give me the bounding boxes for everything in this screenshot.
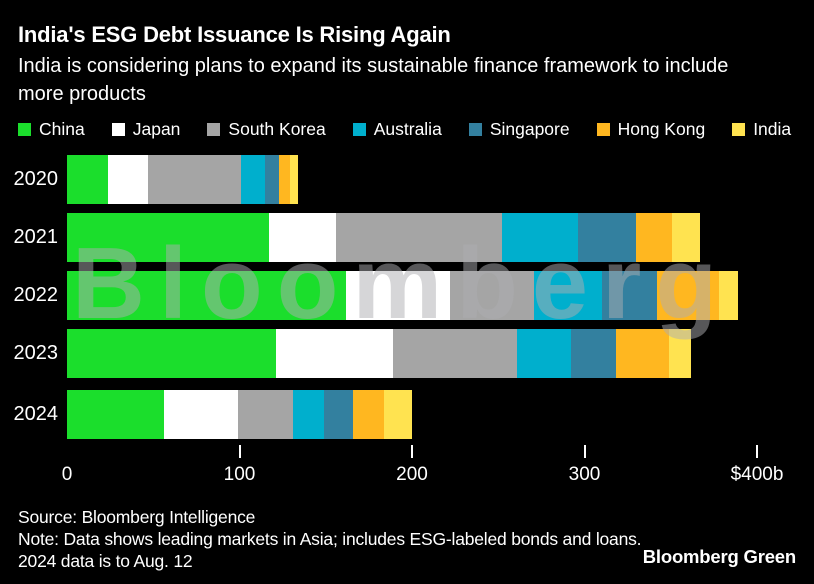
bloomberg-green-logo: Bloomberg Green: [642, 546, 796, 567]
bar-row: [67, 329, 692, 378]
legend-label: Hong Kong: [617, 119, 706, 139]
bar-segment-china: [67, 329, 276, 378]
bar-row: [67, 155, 299, 204]
legend-item: Australia: [352, 119, 442, 140]
x-axis-tick: [583, 445, 586, 458]
bar-segment-china: [67, 390, 164, 439]
bar-segment-india: [672, 213, 701, 262]
year-label: 2024: [13, 403, 59, 425]
bar-segment-south-korea: [449, 271, 535, 320]
x-axis-tick-label: $400b: [730, 464, 784, 485]
bar-segment-australia: [501, 213, 578, 262]
legend-swatch-icon: [596, 123, 610, 136]
stacked-bar-chart: 2020 2021 2022 2023 2024 0 100 200 300 $400b: [13, 155, 784, 485]
bar-segment-hong-kong: [353, 390, 385, 439]
legend-item: Japan: [111, 119, 181, 140]
legend-swatch-icon: [111, 123, 125, 136]
bar-segment-india: [669, 329, 692, 378]
bar-segment-singapore: [265, 155, 280, 204]
legend-label: South Korea: [228, 119, 326, 139]
bar-segment-australia: [534, 271, 602, 320]
x-axis-tick: [756, 445, 758, 458]
legend-label: China: [39, 119, 85, 139]
legend-item: India: [732, 119, 791, 140]
source-text: Source: Bloomberg Intelligence: [18, 507, 256, 527]
bar-row: [67, 390, 413, 439]
bar-segment-india: [384, 390, 413, 439]
bar-segment-hong-kong: [656, 271, 719, 320]
bar-segment-singapore: [570, 329, 616, 378]
bar-segment-china: [67, 271, 347, 320]
bar-segment-china: [67, 213, 269, 262]
x-axis-tick-label: 300: [568, 464, 601, 485]
legend-item: Hong Kong: [596, 119, 706, 140]
note-text: Note: Data shows leading markets in Asia…: [18, 529, 642, 549]
legend-swatch-icon: [468, 123, 482, 136]
bar-segment-hong-kong: [636, 213, 673, 262]
bar-segment-singapore: [324, 390, 354, 439]
year-label: 2022: [13, 284, 59, 306]
bar-segment-singapore: [577, 213, 637, 262]
legend: China Japan South Korea Australia Singapore H…: [18, 119, 791, 140]
bar-segment-south-korea: [237, 390, 293, 439]
year-label: 2021: [13, 226, 59, 248]
bar-segment-australia: [517, 329, 571, 378]
bar-segment-australia: [241, 155, 266, 204]
legend-item: South Korea: [207, 119, 326, 140]
legend-swatch-icon: [207, 123, 221, 136]
x-axis-tick-label: 100: [223, 464, 256, 485]
legend-label: Singapore: [489, 119, 570, 139]
bar-segment-china: [67, 155, 109, 204]
note-continued-text: 2024 data is to Aug. 12: [18, 551, 193, 571]
bar-segment-japan: [108, 155, 149, 204]
bar-segment-hong-kong: [279, 155, 290, 204]
x-axis-tick-label: 0: [61, 464, 73, 485]
bar-segment-india: [718, 271, 738, 320]
year-label: 2020: [13, 168, 59, 190]
legend-swatch-icon: [352, 123, 366, 136]
x-axis-tick-label: 200: [396, 464, 428, 485]
bar-segment-australia: [292, 390, 325, 439]
bar-segment-japan: [346, 271, 450, 320]
bar-segment-japan: [163, 390, 238, 439]
legend-label: Japan: [132, 119, 181, 139]
x-axis-tick: [238, 445, 241, 458]
bar-segment-india: [289, 155, 299, 204]
page-subtitle: India is considering plans to expand its…: [18, 55, 729, 105]
legend-swatch-icon: [18, 123, 31, 136]
bar-segment-south-korea: [336, 213, 502, 262]
legend-item: China: [18, 119, 85, 140]
legend-swatch-icon: [732, 123, 746, 136]
bar-segment-south-korea: [392, 329, 518, 378]
bar-segment-japan: [268, 213, 337, 262]
legend-label: India: [753, 119, 792, 139]
bar-segment-singapore: [601, 271, 657, 320]
bar-segment-south-korea: [148, 155, 242, 204]
legend-item: Singapore: [468, 119, 570, 140]
bar-row: [67, 213, 701, 262]
bar-segment-hong-kong: [615, 329, 670, 378]
bar-segment-japan: [275, 329, 393, 378]
bar-row: [67, 271, 738, 320]
year-label: 2023: [13, 342, 59, 364]
legend-label: Australia: [373, 119, 442, 139]
page-title: India's ESG Debt Issuance Is Rising Agai…: [18, 22, 451, 47]
x-axis-tick: [411, 445, 413, 458]
